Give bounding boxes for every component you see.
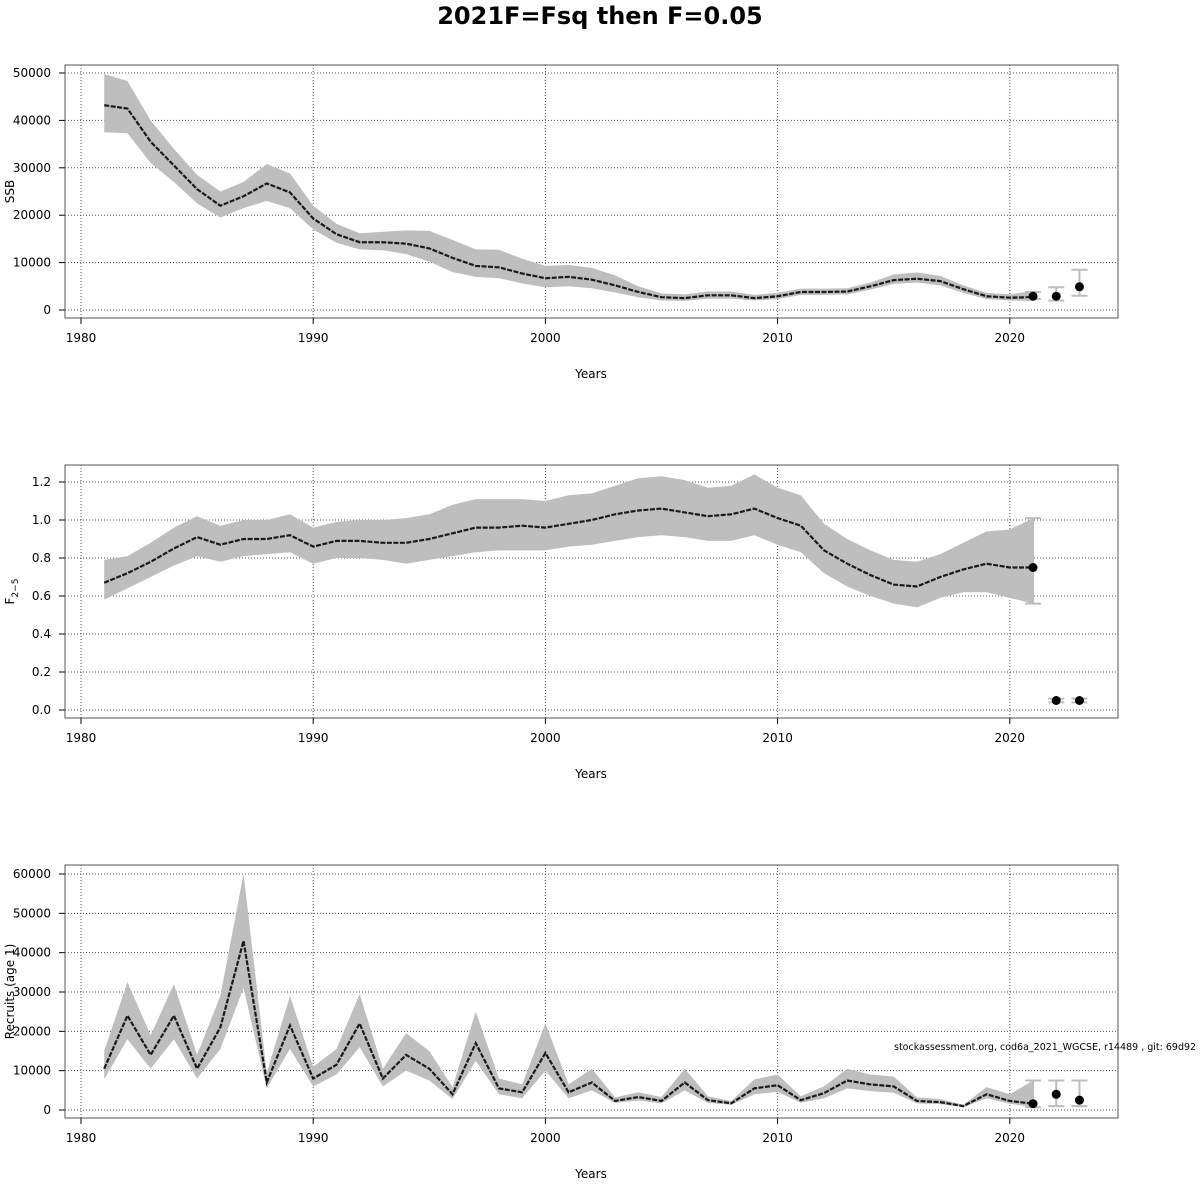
plot-frame bbox=[64, 64, 1119, 319]
forecast-point bbox=[1028, 563, 1038, 572]
y-tick-label: 1.0 bbox=[32, 513, 51, 527]
x-tick-label: 1990 bbox=[298, 1131, 329, 1145]
forecast-point bbox=[1074, 696, 1084, 705]
x-tick-label: 1990 bbox=[298, 731, 329, 745]
forecast-point bbox=[1028, 291, 1038, 301]
x-tick-label: 2010 bbox=[762, 1131, 793, 1145]
x-tick-label: 2010 bbox=[762, 331, 793, 345]
y-tick-label: 0.4 bbox=[32, 627, 51, 641]
x-tick-label: 2020 bbox=[995, 731, 1026, 745]
y-tick-label: 50000 bbox=[13, 66, 51, 80]
forecast-point bbox=[1051, 291, 1061, 301]
x-tick-label: 1980 bbox=[66, 331, 97, 345]
x-axis-label: Years bbox=[574, 1167, 607, 1181]
y-tick-label: 0 bbox=[43, 1103, 51, 1117]
estimate-line bbox=[103, 507, 1034, 588]
y-axis-label: F2−5 bbox=[3, 579, 21, 605]
x-tick-label: 2000 bbox=[530, 331, 561, 345]
y-axis-label-subscript: 2−5 bbox=[11, 579, 21, 598]
panel-ssb: 0 10000 20000 30000 40000 50000 1980 1990 2000 20… bbox=[3, 64, 1119, 381]
x-axis-label: Years bbox=[574, 767, 607, 781]
x-tick-label: 1980 bbox=[66, 1131, 97, 1145]
y-axis-label: SSB bbox=[3, 180, 17, 203]
y-tick-label: 40000 bbox=[13, 113, 51, 127]
forecast-point bbox=[1074, 282, 1084, 292]
y-tick-label: 0.6 bbox=[32, 589, 51, 603]
x-tick-label: 1980 bbox=[66, 731, 97, 745]
panel-recruits: 0 10000 20000 30000 40000 50000 60000 1980 1990 2… bbox=[3, 864, 1119, 1181]
y-tick-label: 20000 bbox=[13, 208, 51, 222]
confidence-band bbox=[104, 474, 1034, 608]
y-tick-label: 10000 bbox=[13, 256, 51, 270]
plot-frame bbox=[64, 864, 1119, 1119]
y-tick-label: 0 bbox=[43, 303, 51, 317]
y-tick-label: 10000 bbox=[13, 1064, 51, 1078]
x-tick-label: 2020 bbox=[995, 1131, 1026, 1145]
confidence-band bbox=[104, 73, 1034, 301]
x-tick-label: 2010 bbox=[762, 731, 793, 745]
y-tick-label: 1.2 bbox=[32, 475, 51, 489]
y-tick-label: 0.0 bbox=[32, 703, 51, 717]
estimate-line bbox=[104, 104, 1034, 300]
y-tick-label: 30000 bbox=[13, 985, 51, 999]
y-axis-label-main: F bbox=[3, 597, 17, 604]
plot-frame bbox=[64, 464, 1119, 719]
x-tick-label: 2000 bbox=[530, 731, 561, 745]
y-tick-label: 50000 bbox=[13, 906, 51, 920]
forecast-point bbox=[1028, 1099, 1038, 1109]
y-axis-label-main: Recruits (age 1) bbox=[3, 944, 17, 1040]
y-tick-label: 20000 bbox=[13, 1024, 51, 1038]
estimate-line bbox=[103, 940, 1034, 1108]
x-tick-label: 2020 bbox=[995, 331, 1026, 345]
forecast-point bbox=[1074, 1095, 1084, 1105]
y-axis-label: Recruits (age 1) bbox=[3, 944, 17, 1040]
footnote: stockassessment.org, cod6a_2021_WGCSE, r… bbox=[894, 1042, 1196, 1053]
y-tick-label: 30000 bbox=[13, 161, 51, 175]
x-axis-label: Years bbox=[574, 367, 607, 381]
y-axis-label-main: SSB bbox=[3, 180, 17, 203]
forecast-point bbox=[1051, 1089, 1061, 1099]
x-tick-label: 1990 bbox=[298, 331, 329, 345]
chart-title: 2021F=Fsq then F=0.05 bbox=[437, 2, 763, 30]
confidence-band bbox=[104, 874, 1034, 1108]
forecast-point bbox=[1051, 696, 1061, 705]
x-tick-label: 2000 bbox=[530, 1131, 561, 1145]
y-tick-label: 0.2 bbox=[32, 665, 51, 679]
y-tick-label: 0.8 bbox=[32, 551, 51, 565]
panel-fishing-mortality: 0.0 0.2 0.4 0.6 0.8 1.0 1.2 1980 1990 2000 2010 202… bbox=[3, 464, 1119, 781]
y-tick-label: 40000 bbox=[13, 946, 51, 960]
y-tick-label: 60000 bbox=[13, 867, 51, 881]
